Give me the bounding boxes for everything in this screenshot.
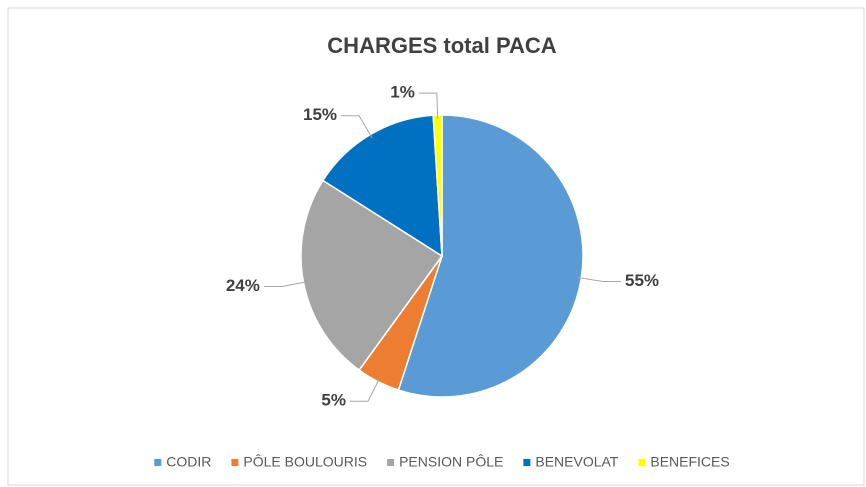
data-label: 1%: [390, 83, 415, 102]
legend-swatch: [638, 459, 646, 466]
leader-line: [341, 115, 373, 139]
data-label: 55%: [625, 271, 659, 290]
data-label: 5%: [321, 391, 346, 410]
leader-line: [418, 92, 439, 120]
legend-label: PÔLE BOULOURIS: [243, 454, 367, 470]
legend-swatch: [523, 459, 531, 466]
legend-label: BENEFICES: [650, 454, 729, 470]
leader-line: [263, 281, 308, 288]
data-label: 15%: [303, 105, 337, 124]
legend-label: BENEVOLAT: [535, 454, 618, 470]
leader-line: [577, 276, 621, 282]
legend-label: CODIR: [166, 454, 211, 470]
legend-label: PENSION PÔLE: [399, 454, 503, 470]
legend-swatch: [387, 459, 395, 466]
data-label: 24%: [226, 276, 260, 295]
legend-swatch: [231, 459, 239, 466]
leader-line: [349, 377, 381, 402]
legend-swatch: [154, 459, 162, 466]
chart-title: CHARGES total PACA: [327, 33, 556, 58]
